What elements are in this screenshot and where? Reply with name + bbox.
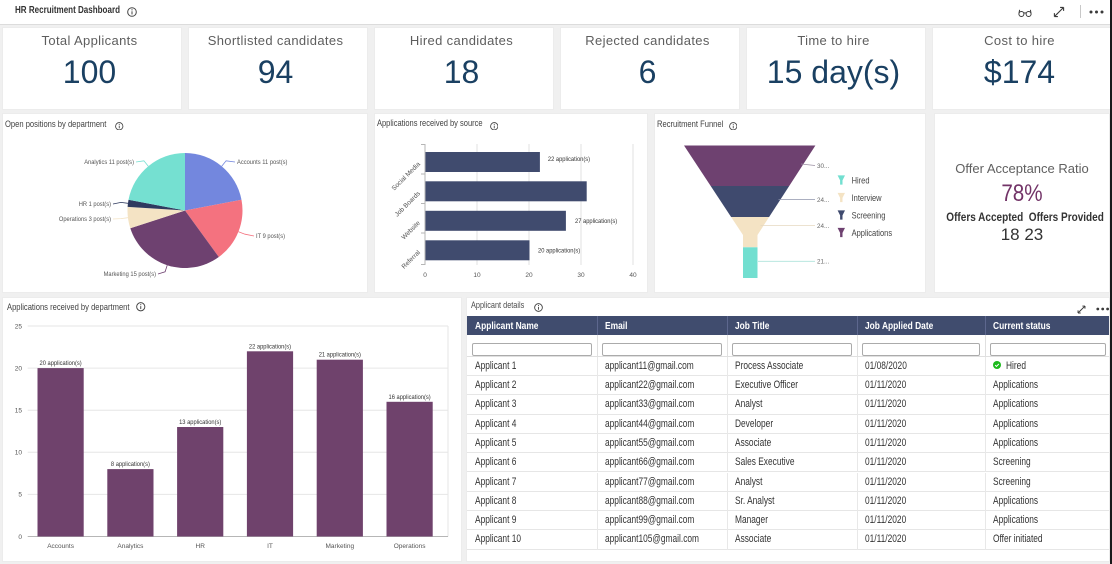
svg-text:30...: 30... [817, 163, 830, 170]
svg-text:15: 15 [15, 408, 23, 415]
svg-text:Marketing 15 post(s): Marketing 15 post(s) [104, 271, 156, 278]
svg-text:24...: 24... [817, 223, 830, 230]
svg-text:20: 20 [525, 272, 533, 279]
svg-text:Screening: Screening [852, 210, 886, 221]
svg-text:0: 0 [423, 272, 427, 279]
svg-text:Accounts: Accounts [47, 543, 74, 550]
svg-text:Analytics: Analytics [117, 543, 144, 550]
svg-text:40: 40 [629, 272, 637, 279]
svg-text:20 application(s): 20 application(s) [538, 248, 580, 255]
svg-text:Analytics 11 post(s): Analytics 11 post(s) [84, 159, 134, 166]
svg-text:0: 0 [18, 534, 22, 541]
svg-text:25: 25 [15, 323, 23, 330]
svg-text:Marketing: Marketing [326, 543, 355, 550]
svg-text:16 application(s): 16 application(s) [389, 394, 431, 401]
svg-text:10: 10 [15, 450, 23, 457]
svg-text:24...: 24... [817, 197, 830, 204]
svg-text:20 application(s): 20 application(s) [40, 360, 82, 367]
svg-text:IT: IT [267, 543, 273, 550]
svg-text:8 application(s): 8 application(s) [111, 461, 150, 468]
svg-text:Job Boards: Job Boards [394, 190, 423, 219]
svg-text:22 application(s): 22 application(s) [548, 156, 590, 163]
svg-text:Social Media: Social Media [391, 161, 423, 193]
svg-text:10: 10 [473, 272, 481, 279]
svg-text:Referral: Referral [401, 249, 423, 271]
svg-text:HR: HR [196, 543, 206, 550]
svg-text:Hired: Hired [852, 175, 870, 186]
svg-text:Applications: Applications [852, 228, 893, 239]
svg-text:Accounts 11 post(s): Accounts 11 post(s) [237, 159, 287, 166]
svg-text:27 application(s): 27 application(s) [575, 218, 617, 225]
svg-text:30: 30 [577, 272, 585, 279]
svg-text:20: 20 [15, 365, 23, 372]
svg-text:HR 1 post(s): HR 1 post(s) [79, 201, 111, 208]
svg-text:22 application(s): 22 application(s) [249, 343, 291, 350]
svg-text:21...: 21... [817, 259, 830, 266]
svg-text:Website: Website [400, 220, 422, 242]
svg-text:Operations: Operations [394, 543, 427, 550]
svg-text:5: 5 [18, 492, 22, 499]
svg-text:Operations 3 post(s): Operations 3 post(s) [59, 216, 111, 223]
svg-text:IT 9 post(s): IT 9 post(s) [256, 233, 285, 240]
svg-text:21 application(s): 21 application(s) [319, 352, 361, 359]
svg-text:Interview: Interview [852, 193, 882, 204]
svg-text:13 application(s): 13 application(s) [179, 419, 221, 426]
